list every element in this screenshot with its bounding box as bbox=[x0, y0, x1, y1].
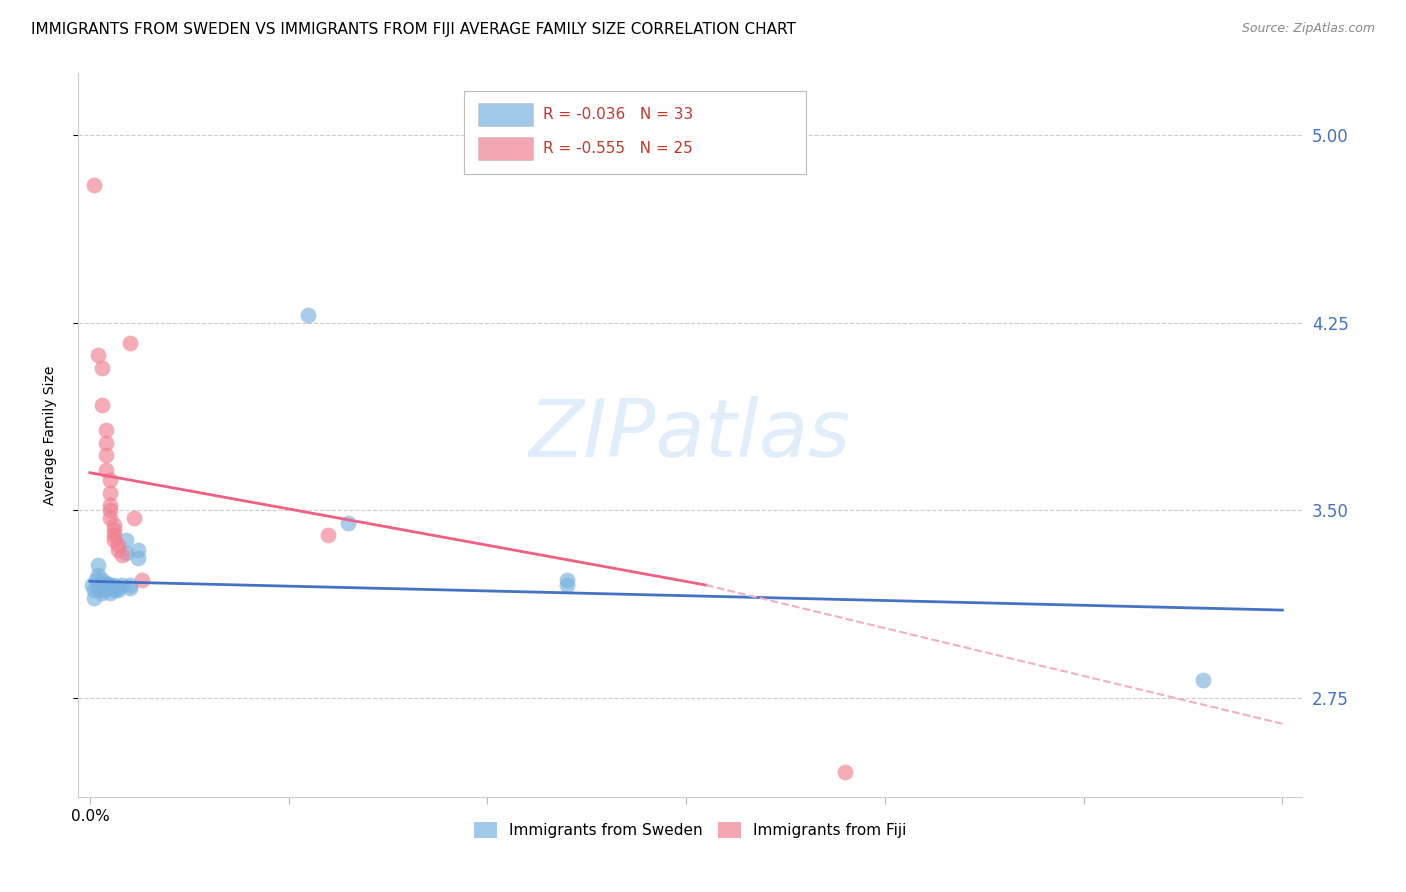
Point bbox=[103, 533, 125, 548]
Point bbox=[90, 360, 112, 375]
Point bbox=[94, 423, 117, 437]
Point bbox=[83, 591, 105, 605]
Point bbox=[107, 583, 129, 598]
Point bbox=[87, 581, 110, 595]
FancyBboxPatch shape bbox=[478, 103, 533, 126]
Text: R = -0.555   N = 25: R = -0.555 N = 25 bbox=[543, 141, 693, 156]
Point bbox=[94, 463, 117, 477]
FancyBboxPatch shape bbox=[464, 91, 807, 175]
Point bbox=[98, 581, 121, 595]
Legend: Immigrants from Sweden, Immigrants from Fiji: Immigrants from Sweden, Immigrants from … bbox=[468, 816, 912, 844]
Point bbox=[84, 573, 107, 587]
Point bbox=[94, 575, 117, 590]
Point bbox=[90, 583, 112, 598]
Point bbox=[114, 546, 136, 560]
Point bbox=[131, 573, 153, 587]
Point bbox=[90, 398, 112, 412]
Point bbox=[834, 765, 856, 780]
Text: IMMIGRANTS FROM SWEDEN VS IMMIGRANTS FROM FIJI AVERAGE FAMILY SIZE CORRELATION C: IMMIGRANTS FROM SWEDEN VS IMMIGRANTS FRO… bbox=[31, 22, 796, 37]
Point bbox=[103, 518, 125, 533]
Point bbox=[87, 568, 110, 582]
Point bbox=[94, 578, 117, 592]
Point bbox=[98, 498, 121, 512]
Point bbox=[103, 528, 125, 542]
Point bbox=[87, 558, 110, 573]
Point bbox=[98, 578, 121, 592]
Y-axis label: Average Family Size: Average Family Size bbox=[44, 366, 58, 505]
Point bbox=[107, 543, 129, 558]
Point bbox=[90, 578, 112, 592]
Point bbox=[90, 585, 112, 599]
Point bbox=[80, 578, 103, 592]
Point bbox=[107, 538, 129, 552]
Text: R = -0.036   N = 33: R = -0.036 N = 33 bbox=[543, 107, 693, 122]
Point bbox=[118, 581, 141, 595]
Point bbox=[111, 578, 134, 592]
Point bbox=[98, 585, 121, 599]
Point bbox=[103, 578, 125, 592]
Point bbox=[1192, 673, 1215, 687]
Point bbox=[94, 581, 117, 595]
Point bbox=[127, 550, 149, 565]
Text: Source: ZipAtlas.com: Source: ZipAtlas.com bbox=[1241, 22, 1375, 36]
Point bbox=[122, 510, 145, 524]
Point bbox=[111, 548, 134, 562]
Point bbox=[297, 308, 319, 322]
Point bbox=[83, 583, 105, 598]
Point bbox=[127, 543, 149, 558]
Point bbox=[98, 485, 121, 500]
Point bbox=[83, 178, 105, 193]
Point bbox=[98, 473, 121, 487]
Point bbox=[107, 581, 129, 595]
Point bbox=[103, 583, 125, 598]
FancyBboxPatch shape bbox=[478, 136, 533, 160]
Point bbox=[118, 335, 141, 350]
Point bbox=[87, 348, 110, 362]
Point bbox=[103, 523, 125, 537]
Point bbox=[318, 528, 340, 542]
Point bbox=[90, 573, 112, 587]
Point bbox=[94, 435, 117, 450]
Point bbox=[98, 503, 121, 517]
Point bbox=[118, 578, 141, 592]
Text: ZIPatlas: ZIPatlas bbox=[529, 396, 851, 475]
Point bbox=[94, 448, 117, 462]
Point bbox=[337, 516, 360, 530]
Point bbox=[555, 578, 578, 592]
Point bbox=[98, 510, 121, 524]
Point bbox=[114, 533, 136, 548]
Point bbox=[555, 573, 578, 587]
